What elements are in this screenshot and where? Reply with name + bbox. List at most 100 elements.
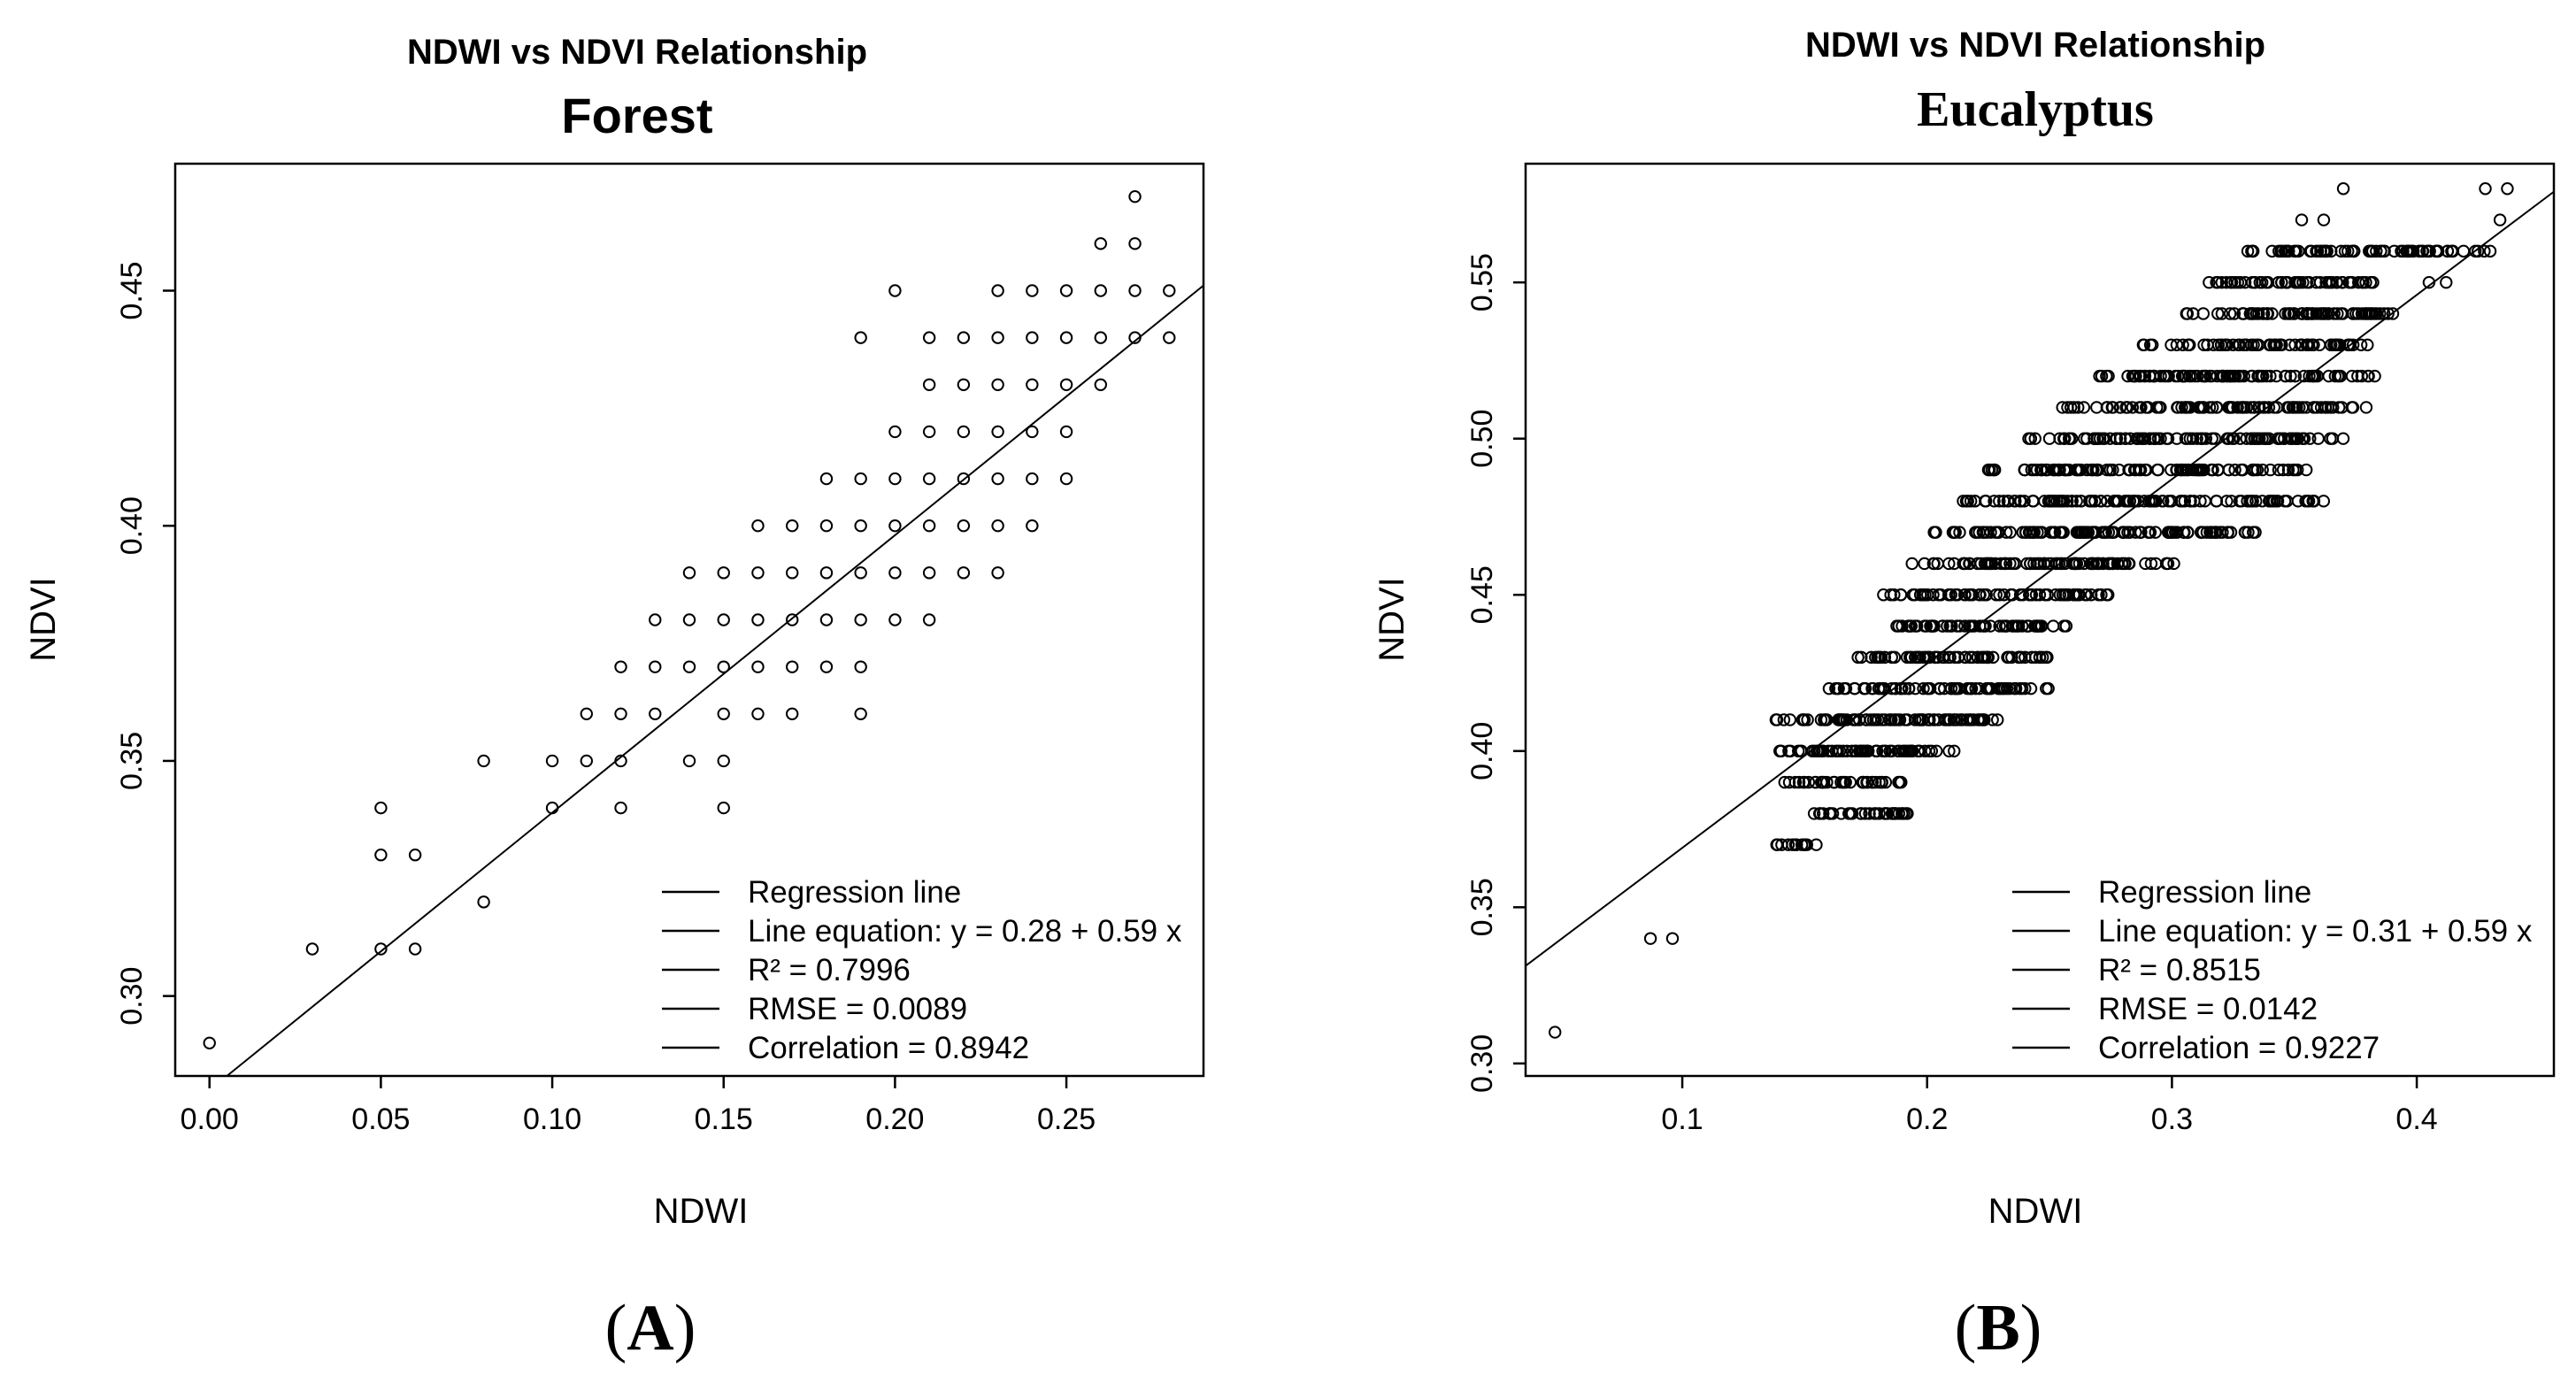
b-point xyxy=(2341,244,2355,258)
b-point xyxy=(2386,307,2400,320)
b-point xyxy=(1953,619,1966,633)
a-point xyxy=(819,472,834,486)
b-x-tick-label: 0.1 xyxy=(1661,1103,1703,1136)
b-point xyxy=(1902,681,1916,695)
a-x-tick-label: 0.15 xyxy=(695,1103,753,1136)
b-point xyxy=(2143,432,2157,445)
a-point xyxy=(786,613,799,626)
b-point xyxy=(2327,338,2341,351)
a-point xyxy=(786,566,799,580)
b-point xyxy=(2370,244,2383,258)
b-point xyxy=(2260,307,2274,320)
b-point xyxy=(1993,619,2006,633)
a-point xyxy=(1026,284,1039,297)
a-point xyxy=(854,707,867,720)
b-point xyxy=(2039,650,2053,665)
b-point xyxy=(2093,432,2107,445)
b-point xyxy=(2053,463,2066,477)
b-point xyxy=(2272,432,2286,445)
b-point xyxy=(2062,463,2076,477)
b-point xyxy=(1878,650,1892,665)
a-point xyxy=(957,566,971,580)
b-point xyxy=(2059,619,2073,633)
b-point xyxy=(1857,775,1870,789)
b-point xyxy=(2175,401,2188,414)
b-point xyxy=(2272,463,2286,477)
b-regression-line xyxy=(1525,190,2555,967)
b-point xyxy=(1807,807,1821,820)
b-point xyxy=(1877,588,1890,602)
b-point xyxy=(2265,495,2279,508)
b-point xyxy=(2167,557,2180,571)
b-point xyxy=(2352,275,2365,289)
b-legend-entry: Correlation = 0.9227 xyxy=(2098,1031,2380,1065)
b-point xyxy=(2106,401,2119,414)
b-point xyxy=(2300,307,2314,320)
b-point xyxy=(2469,244,2482,258)
a-point xyxy=(922,331,936,344)
b-point xyxy=(1942,557,1956,571)
b-point xyxy=(2262,401,2276,414)
b-point xyxy=(2318,401,2333,414)
b-point xyxy=(1965,588,1978,602)
b-point xyxy=(2227,307,2242,320)
b-point xyxy=(1834,713,1848,726)
b-point xyxy=(2095,495,2108,508)
a-x-tick-label: 0.10 xyxy=(523,1103,581,1136)
b-point xyxy=(2357,307,2372,320)
b-point xyxy=(1963,557,1977,571)
b-point xyxy=(1917,681,1930,695)
b-point xyxy=(1817,744,1830,757)
b-point xyxy=(2245,244,2258,258)
b-point xyxy=(2310,275,2323,289)
a-point xyxy=(408,849,422,862)
b-point xyxy=(1927,713,1941,726)
b-point xyxy=(1941,713,1955,726)
b-point xyxy=(1980,588,1993,602)
b-point xyxy=(1963,713,1976,726)
b-point xyxy=(1958,619,1972,633)
b-point xyxy=(2200,526,2214,539)
a-point xyxy=(854,613,867,626)
b-point xyxy=(2228,463,2242,477)
b-point xyxy=(2029,588,2043,602)
b-y-tick-label: 0.30 xyxy=(1465,1034,1499,1093)
b-point xyxy=(1858,807,1872,820)
panel-b-regression xyxy=(1525,190,2555,967)
a-point xyxy=(203,1036,216,1049)
b-point xyxy=(2278,244,2292,258)
a-x-tick-label: 0.05 xyxy=(351,1103,410,1136)
b-point xyxy=(2351,307,2365,320)
b-point xyxy=(2324,432,2337,445)
b-point xyxy=(2048,526,2062,539)
b-point xyxy=(2446,244,2460,258)
panel-b-x-axis: 0.1 0.2 0.3 0.4 xyxy=(1661,1076,2438,1136)
a-point xyxy=(649,707,662,720)
b-point xyxy=(1843,775,1857,789)
b-point xyxy=(1820,775,1834,789)
b-point xyxy=(2317,495,2330,508)
b-point xyxy=(2501,182,2514,196)
a-point xyxy=(477,754,490,768)
b-point xyxy=(2162,369,2175,383)
a-point xyxy=(1059,425,1073,439)
b-point xyxy=(1948,744,1961,757)
b-point xyxy=(2211,463,2225,477)
b-point xyxy=(1909,681,1922,695)
b-point xyxy=(1774,744,1788,757)
b-point xyxy=(1827,775,1841,789)
b-x-tick-label: 0.3 xyxy=(2151,1103,2193,1136)
a-point xyxy=(751,566,765,580)
a-point xyxy=(854,472,867,486)
a-point xyxy=(1059,284,1073,297)
a-point xyxy=(888,472,902,486)
b-point xyxy=(1869,744,1883,757)
b-point xyxy=(2074,495,2088,508)
a-point xyxy=(717,754,730,768)
b-point xyxy=(2284,307,2297,320)
b-point xyxy=(1792,775,1806,789)
b-point xyxy=(2245,432,2258,445)
b-point xyxy=(2270,369,2283,383)
a-point xyxy=(888,284,902,297)
b-point xyxy=(2335,275,2349,289)
